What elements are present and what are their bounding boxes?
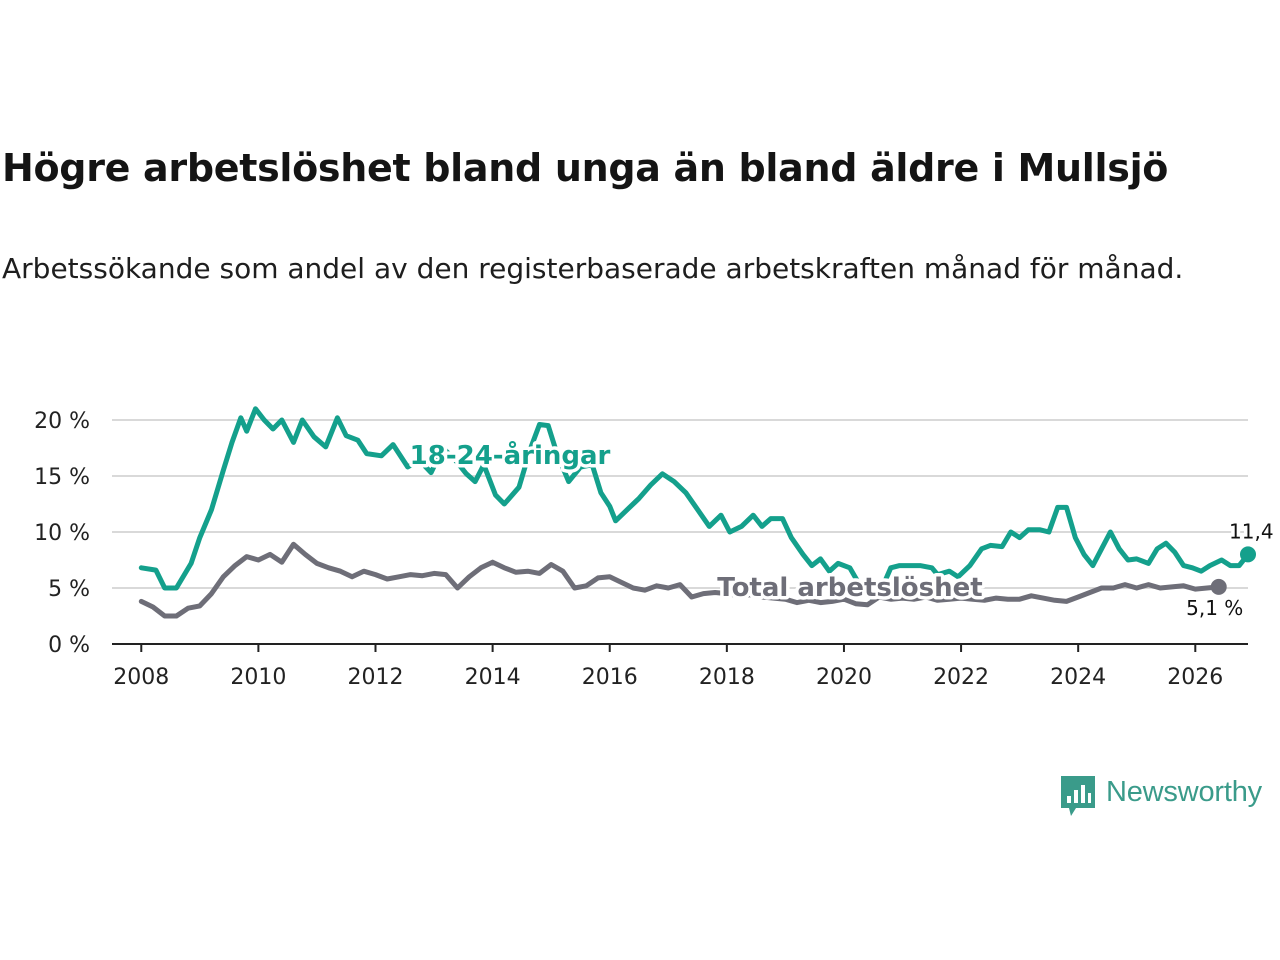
y-tick-label: 20 % bbox=[34, 409, 90, 434]
end-value-total: 5,1 % bbox=[1186, 596, 1243, 620]
newsworthy-brand: Newsworthy bbox=[1058, 772, 1278, 818]
x-tick-label: 2026 bbox=[1167, 665, 1223, 690]
series-label-total: Total arbetslöshet bbox=[717, 573, 982, 603]
x-tick-label: 2018 bbox=[699, 665, 755, 690]
series-end-point bbox=[1210, 578, 1227, 595]
x-tick-label: 2020 bbox=[816, 665, 872, 690]
series-label-youth: 18-24-åringar bbox=[410, 439, 611, 471]
chart-title: Högre arbetslöshet bland unga än bland ä… bbox=[2, 146, 1169, 190]
x-tick-label: 2008 bbox=[113, 665, 169, 690]
y-tick-label: 10 % bbox=[34, 521, 90, 546]
series-end-point bbox=[1240, 546, 1256, 563]
end-value-youth: 11,4 % bbox=[1229, 519, 1280, 543]
y-tick-label: 0 % bbox=[48, 633, 90, 658]
x-tick-label: 2016 bbox=[582, 665, 638, 690]
series-labels: 18-24-åringar Total arbetslöshet 11,4 % 5,1… bbox=[406, 436, 1280, 624]
y-axis: 0 % 5 % 10 % 15 % 20 % bbox=[34, 409, 90, 658]
series-lines bbox=[138, 406, 1256, 619]
series-line-total bbox=[138, 541, 1222, 619]
x-tick-label: 2014 bbox=[465, 665, 521, 690]
y-tick-label: 5 % bbox=[48, 577, 90, 602]
x-tick-label: 2024 bbox=[1050, 665, 1106, 690]
brand-name: Newsworthy bbox=[1106, 776, 1262, 808]
x-axis: 2008 2010 2012 2014 2016 2018 2020 2022 2024 2026 bbox=[112, 643, 1248, 690]
x-tick-label: 2012 bbox=[348, 665, 404, 690]
x-tick-label: 2010 bbox=[230, 665, 286, 690]
x-tick-label: 2022 bbox=[933, 665, 989, 690]
series-line-youth bbox=[138, 406, 1251, 602]
chart-subtitle: Arbetssökande som andel av den registerb… bbox=[2, 252, 1184, 285]
line-chart: 0 %5 %10 %15 %20 % 2008 2010 2012 2014 2016 2… bbox=[34, 406, 1280, 690]
y-tick-label: 15 % bbox=[34, 465, 90, 490]
newsworthy-logo-icon bbox=[1061, 776, 1095, 816]
